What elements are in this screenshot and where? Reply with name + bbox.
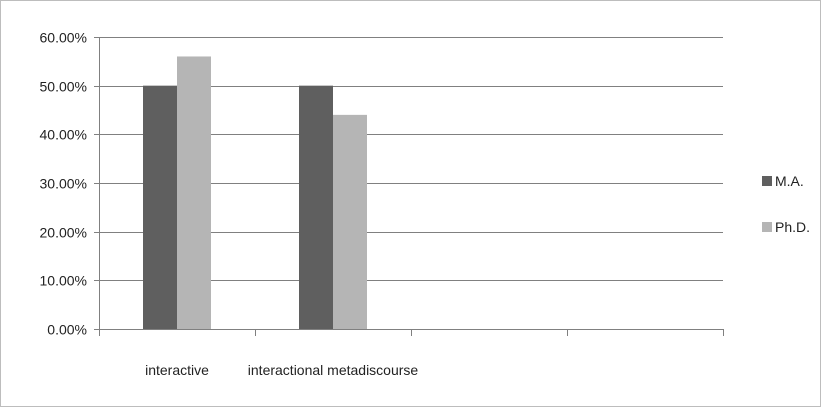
bars [143,56,367,330]
y-axis-tick-labels: 0.00% 10.00% 20.00% 30.00% 40.00% 50.00% 60.00… [40,30,87,338]
axes [99,37,724,336]
y-tick-label: 40.00% [40,127,87,143]
legend-swatch-0 [762,176,772,186]
bar-m-a-1 [299,85,333,330]
legend-swatch-1 [762,222,772,232]
y-tick-label: 50.00% [40,79,87,95]
x-tick-label: interactive [145,362,209,378]
legend-label: Ph.D. [775,219,810,235]
y-tick-label: 0.00% [47,322,87,338]
legend: M.A. Ph.D. [762,173,810,235]
x-axis-tick-labels: interactive interactional metadiscourse [145,362,418,378]
x-tick-label: interactional metadiscourse [248,362,419,378]
y-tick-label: 20.00% [40,225,87,241]
y-tick-label: 10.00% [40,273,87,289]
y-tick-label: 30.00% [40,176,87,192]
legend-label: M.A. [775,173,804,189]
y-tick-label: 60.00% [40,30,87,46]
bar-ph-d-1 [333,114,367,329]
bar-ph-d-0 [177,56,211,329]
bar-m-a-0 [143,85,177,330]
